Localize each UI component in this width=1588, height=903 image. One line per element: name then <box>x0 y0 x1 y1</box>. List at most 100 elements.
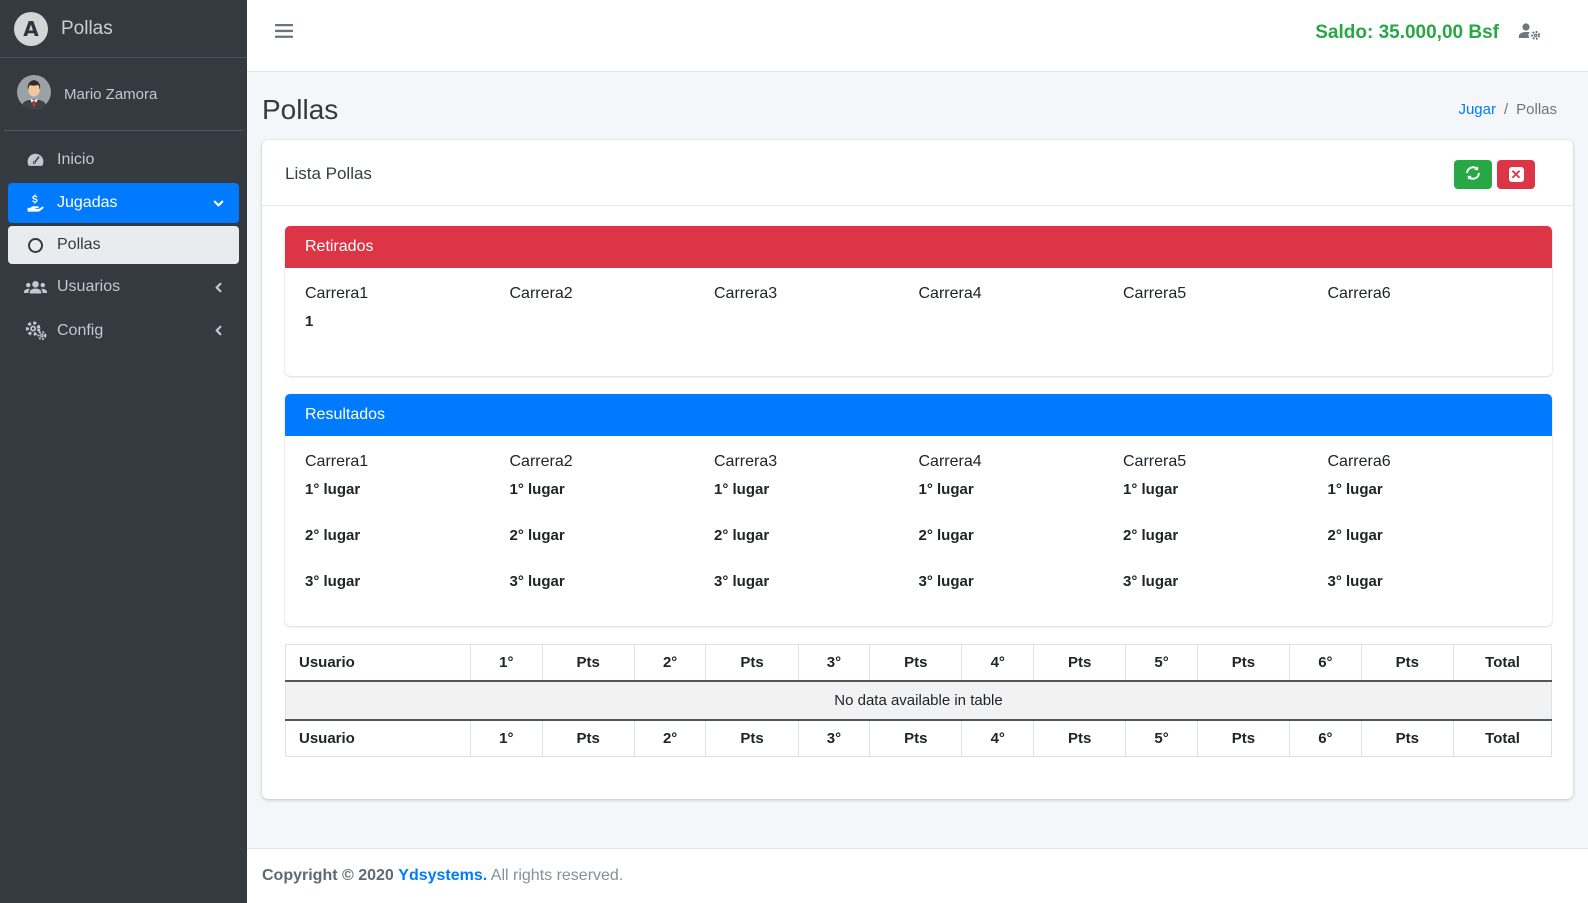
sidebar-item-config[interactable]: Config <box>8 310 239 351</box>
carrera-label: Carrera4 <box>918 452 982 470</box>
carrera-column: Carrera1 1 <box>305 285 510 331</box>
sidebar-item-label: Pollas <box>57 236 101 253</box>
column-header: Pts <box>869 643 963 682</box>
place-label: 3° lugar <box>918 572 974 590</box>
column-header: Pts <box>705 643 799 682</box>
carrera-column: Carrera1 1° lugar 2° lugar 3° lugar <box>305 453 510 590</box>
carrera-value <box>714 313 919 331</box>
sidebar-item-jugadas[interactable]: Jugadas <box>8 183 239 223</box>
sidebar-item-label: Config <box>57 321 104 339</box>
card-body: Retirados Carrera1 1 Carrera2 C <box>262 206 1573 799</box>
carrera-label: Carrera3 <box>714 452 778 470</box>
column-footer: Pts <box>541 718 635 757</box>
carrera-column: Carrera2 1° lugar 2° lugar 3° lugar <box>510 453 715 590</box>
column-footer: 5° <box>1125 718 1198 757</box>
column-header: 5° <box>1125 643 1198 682</box>
tachometer-icon <box>22 150 48 170</box>
column-footer: 1° <box>470 718 543 757</box>
breadcrumb-separator: / <box>1503 101 1509 119</box>
menu-toggle-button[interactable] <box>271 19 298 46</box>
close-button[interactable]: ✕ <box>1497 159 1535 189</box>
place-label: 1° lugar <box>1123 480 1179 498</box>
sidebar-item-inicio[interactable]: Inicio <box>8 140 239 180</box>
carrera-column: Carrera3 <box>714 285 919 331</box>
carrera-column: Carrera3 1° lugar 2° lugar 3° lugar <box>714 453 919 590</box>
column-header: Usuario <box>285 643 471 682</box>
place-label: 3° lugar <box>305 572 361 590</box>
brand-link[interactable]: A Pollas <box>0 0 247 58</box>
retirados-panel: Retirados Carrera1 1 Carrera2 C <box>285 225 1552 376</box>
main-area: Saldo: 35.000,00 Bsf <box>247 0 1588 903</box>
carrera-label: Carrera5 <box>1123 284 1187 302</box>
carrera-label: Carrera6 <box>1327 452 1391 470</box>
column-footer: 6° <box>1289 718 1362 757</box>
column-header: 2° <box>633 643 707 682</box>
empty-row: No data available in table <box>285 680 1552 720</box>
lista-pollas-card: Lista Pollas <box>262 139 1573 799</box>
hamburger-icon <box>275 23 294 42</box>
sidebar-item-label: Inicio <box>57 151 95 168</box>
carrera-label: Carrera4 <box>918 284 982 302</box>
column-footer: Pts <box>705 718 799 757</box>
column-footer: Pts <box>1360 718 1455 757</box>
table-foot: Usuario 1° Pts 2° Pts 3° Pts 4° Pts 5° P <box>285 718 1552 757</box>
user-cog-icon <box>1516 21 1542 44</box>
table-body: No data available in table <box>285 680 1552 720</box>
carrera-label: Carrera3 <box>714 284 778 302</box>
carrera-value: 1 <box>305 312 314 330</box>
carrera-value <box>1328 313 1533 331</box>
empty-message: No data available in table <box>285 680 1552 720</box>
carrera-column: Carrera4 <box>919 285 1124 331</box>
carrera-label: Carrera1 <box>305 284 369 302</box>
carrera-label: Carrera5 <box>1123 452 1187 470</box>
column-footer: Usuario <box>285 718 471 757</box>
chevron-left-icon <box>212 324 225 337</box>
place-label: 3° lugar <box>714 572 770 590</box>
column-header: Total <box>1453 643 1552 682</box>
table-footer-row: Usuario 1° Pts 2° Pts 3° Pts 4° Pts 5° P <box>285 718 1552 757</box>
app-logo-icon: A <box>14 11 48 46</box>
column-footer: 2° <box>633 718 707 757</box>
sidebar-item-usuarios[interactable]: Usuarios <box>8 267 239 307</box>
place-label: 2° lugar <box>1123 526 1179 544</box>
brand-title: Pollas <box>61 17 113 39</box>
column-header: 1° <box>470 643 543 682</box>
circle-icon <box>22 237 48 253</box>
column-header: Pts <box>1033 643 1127 682</box>
refresh-button[interactable] <box>1454 159 1492 189</box>
table-header-row: Usuario 1° Pts 2° Pts 3° Pts 4° Pts 5° P <box>285 643 1552 682</box>
place-label: 3° lugar <box>1123 572 1179 590</box>
chevron-left-icon <box>212 281 225 294</box>
column-header: 4° <box>961 643 1035 682</box>
sidebar: A Pollas Mario Zamora <box>0 0 247 903</box>
top-navbar: Saldo: 35.000,00 Bsf <box>247 0 1588 72</box>
user-menu-button[interactable] <box>1514 19 1544 46</box>
carrera-column: Carrera5 1° lugar 2° lugar 3° lugar <box>1123 453 1328 590</box>
close-icon: ✕ <box>1508 166 1524 182</box>
users-icon <box>22 277 48 297</box>
sidebar-item-label: Usuarios <box>57 278 121 295</box>
retirados-body: Carrera1 1 Carrera2 Carrera3 <box>285 268 1552 376</box>
main-footer: Copyright © 2020 Ydsystems. All rights r… <box>247 848 1588 903</box>
carrera-value <box>1123 313 1328 331</box>
carrera-value <box>919 313 1124 331</box>
refresh-icon <box>1464 164 1482 185</box>
card-header: Lista Pollas <box>262 140 1573 206</box>
carrera-column: Carrera6 1° lugar 2° lugar 3° lugar <box>1328 453 1533 590</box>
table-head: Usuario 1° Pts 2° Pts 3° Pts 4° Pts 5° P <box>285 643 1552 682</box>
sidebar-item-pollas[interactable]: Pollas <box>8 226 239 264</box>
place-label: 1° lugar <box>918 480 974 498</box>
place-label: 2° lugar <box>1327 526 1383 544</box>
content-header: Pollas Jugar / Pollas <box>247 72 1588 140</box>
pollas-table: Usuario 1° Pts 2° Pts 3° Pts 4° Pts 5° P <box>285 643 1552 757</box>
place-label: 1° lugar <box>509 480 565 498</box>
cogs-icon <box>22 320 48 341</box>
place-label: 2° lugar <box>305 526 361 544</box>
sidebar-item-label: Jugadas <box>57 194 118 211</box>
footer-company-link[interactable]: Ydsystems. <box>398 867 488 884</box>
hand-holding-usd-icon <box>22 193 48 213</box>
resultados-body: Carrera1 1° lugar 2° lugar 3° lugar Carr… <box>285 436 1552 626</box>
carrera-label: Carrera2 <box>509 284 573 302</box>
breadcrumb-link-jugar[interactable]: Jugar <box>1458 101 1496 119</box>
